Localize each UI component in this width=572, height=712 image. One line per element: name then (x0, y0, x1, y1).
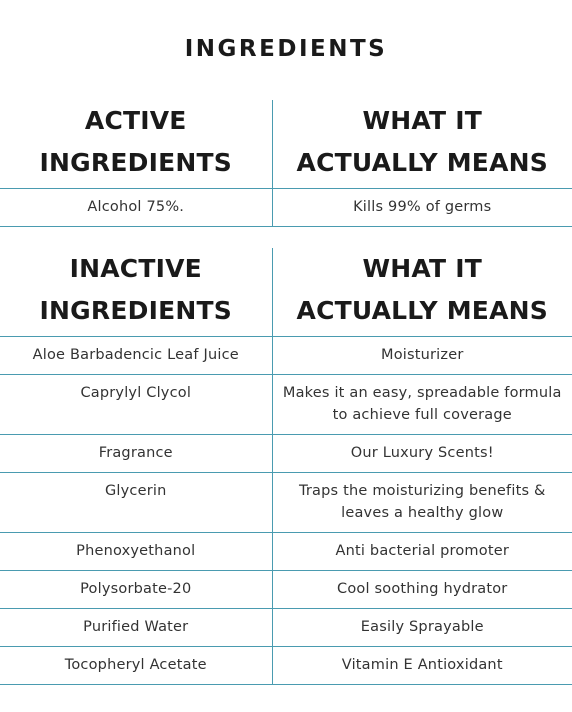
inactive-header-row: INACTIVE INGREDIENTS WHAT IT ACTUALLY ME… (0, 248, 572, 337)
table-row: Aloe Barbadencic Leaf Juice Moisturizer (0, 336, 572, 375)
active-header-line1: ACTIVE (84, 106, 187, 135)
table-row: Phenoxyethanol Anti bacterial promoter (0, 532, 572, 571)
ingredient-name: Glycerin (0, 472, 273, 533)
inactive-meaning-header-line1: WHAT IT (362, 254, 482, 283)
ingredient-name: Caprylyl Clycol (0, 374, 273, 435)
table-row: Glycerin Traps the moisturizing benefits… (0, 472, 572, 533)
inactive-ingredients-table: INACTIVE INGREDIENTS WHAT IT ACTUALLY ME… (0, 248, 572, 685)
table-row: Purified Water Easily Sprayable (0, 608, 572, 647)
ingredient-name: Fragrance (0, 434, 273, 473)
table-row: Tocopheryl Acetate Vitamin E Antioxidant (0, 646, 572, 685)
ingredient-meaning: Traps the moisturizing benefits & leaves… (272, 472, 572, 533)
ingredient-meaning: Cool soothing hydrator (272, 570, 572, 609)
active-meaning-header-line2: ACTUALLY MEANS (296, 148, 548, 177)
ingredient-name: Alcohol 75%. (0, 188, 273, 227)
inactive-ingredients-header: INACTIVE INGREDIENTS (0, 248, 273, 337)
ingredient-name: Polysorbate-20 (0, 570, 273, 609)
inactive-meaning-header: WHAT IT ACTUALLY MEANS (272, 248, 572, 337)
ingredient-name: Aloe Barbadencic Leaf Juice (0, 336, 273, 375)
ingredient-name: Phenoxyethanol (0, 532, 273, 571)
ingredient-name: Purified Water (0, 608, 273, 647)
ingredient-meaning: Makes it an easy, spreadable formula to … (272, 374, 572, 435)
active-meaning-header-line1: WHAT IT (362, 106, 482, 135)
active-ingredients-table: ACTIVE INGREDIENTS WHAT IT ACTUALLY MEAN… (0, 100, 572, 227)
ingredient-meaning: Our Luxury Scents! (272, 434, 572, 473)
inactive-header-line1: INACTIVE (69, 254, 202, 283)
active-ingredients-header: ACTIVE INGREDIENTS (0, 100, 273, 189)
inactive-header-line2: INGREDIENTS (39, 296, 232, 325)
table-row: Polysorbate-20 Cool soothing hydrator (0, 570, 572, 609)
active-meaning-header: WHAT IT ACTUALLY MEANS (272, 100, 572, 189)
page-title: INGREDIENTS (184, 36, 388, 62)
ingredient-meaning: Anti bacterial promoter (272, 532, 572, 571)
active-header-line2: INGREDIENTS (39, 148, 232, 177)
ingredient-meaning: Kills 99% of germs (272, 188, 572, 227)
ingredient-meaning: Vitamin E Antioxidant (272, 646, 572, 685)
table-row: Caprylyl Clycol Makes it an easy, spread… (0, 374, 572, 435)
active-header-row: ACTIVE INGREDIENTS WHAT IT ACTUALLY MEAN… (0, 100, 572, 189)
ingredient-meaning: Easily Sprayable (272, 608, 572, 647)
inactive-meaning-header-line2: ACTUALLY MEANS (296, 296, 548, 325)
table-row: Fragrance Our Luxury Scents! (0, 434, 572, 473)
table-row: Alcohol 75%. Kills 99% of germs (0, 188, 572, 227)
ingredient-name: Tocopheryl Acetate (0, 646, 273, 685)
ingredient-meaning: Moisturizer (272, 336, 572, 375)
